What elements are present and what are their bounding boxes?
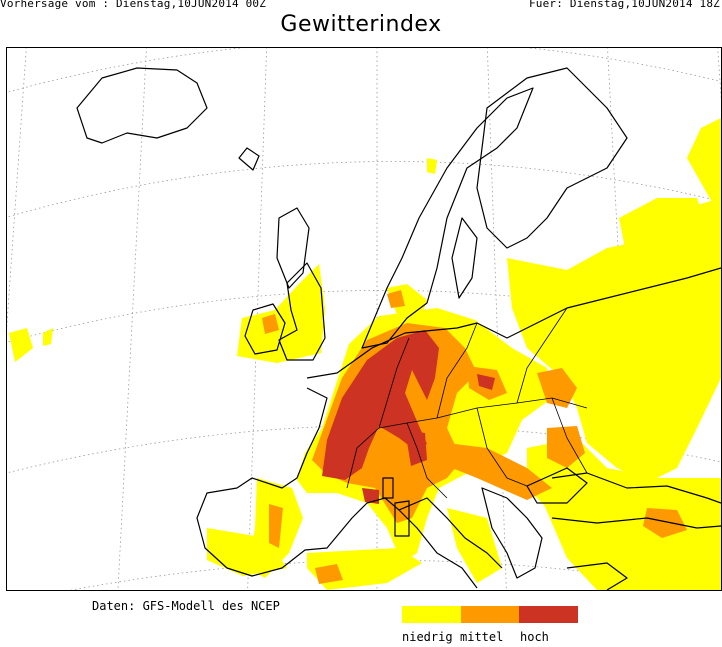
valid-time-label: Fuer: Dienstag,10JUN2014 18Z <box>528 0 720 10</box>
legend-swatch-high <box>519 606 579 623</box>
forecast-run-label: Vorhersage vom : Dienstag,10JUN2014 00Z <box>0 0 267 10</box>
country-borders <box>346 307 588 499</box>
legend-swatch-low <box>402 606 461 623</box>
map-title: Gewitterindex <box>280 12 442 37</box>
coastlines <box>76 67 721 590</box>
legend-color-bar <box>402 606 579 623</box>
data-source-label: Daten: GFS-Modell des NCEP <box>92 599 280 613</box>
legend-label-medium: mittel <box>460 630 504 644</box>
legend-swatch-medium <box>460 606 520 623</box>
thunderstorm-index-map <box>6 47 722 591</box>
index-high-areas <box>322 330 495 504</box>
legend-label-low: niedrig <box>402 630 453 644</box>
legend-label-high: hoch <box>520 630 549 644</box>
